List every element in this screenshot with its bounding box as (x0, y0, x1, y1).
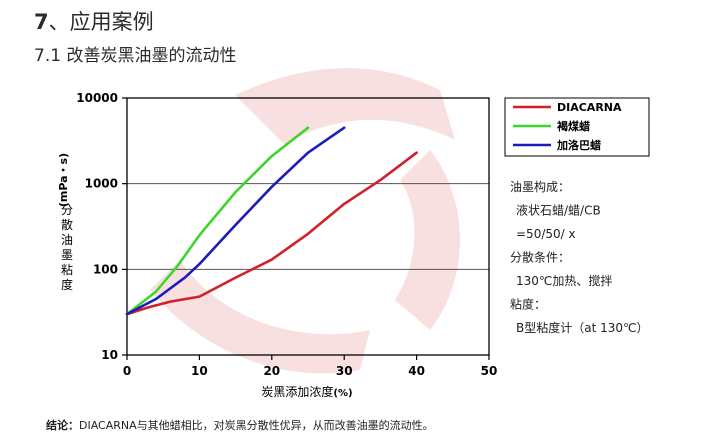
section-title: 、应用案例 (48, 10, 154, 34)
watermark-shape-3 (150, 260, 370, 374)
x-axis-label-unit: (%) (333, 388, 352, 399)
section-heading: 7、应用案例 (34, 6, 154, 36)
ticks: 0 10 20 30 40 50 10 100 1000 10000 (76, 91, 497, 378)
y-axis-label-char: 散 (61, 217, 73, 232)
watermark-shape-1 (235, 68, 455, 145)
x-tick-label-20: 20 (263, 364, 280, 378)
note-line-2: 液状石蜡/蜡/CB (516, 203, 601, 218)
y-axis-label-char: 分 (61, 203, 73, 217)
y-axis-label-unit: (mPa・s) (57, 153, 70, 207)
section-number: 7 (34, 10, 49, 34)
notes: 油墨构成： 液状石蜡/蜡/CB =50/50/ x 分散条件： 130℃加热、搅拌粘度：… (510, 179, 649, 335)
x-tick-label-50: 50 (481, 364, 498, 378)
note-line-7: B型粘度计（at 130℃） (516, 320, 649, 335)
watermark-shape-2 (395, 150, 460, 330)
x-axis-label-main: 炭黑添加浓度 (261, 384, 333, 399)
y-tick-label-10: 10 (101, 348, 118, 362)
legend-label-2: 褐煤蜡 (556, 119, 590, 133)
series-line-3 (125, 126, 346, 316)
note-line-1: 油墨构成： (510, 179, 570, 194)
y-axis-label-char: 油 (61, 233, 73, 247)
conclusion-text: DIACARNA与其他蜡相比，对炭黑分散性优异，从而改善油墨的流动性。 (79, 419, 434, 432)
y-tick-label-10000: 10000 (76, 91, 118, 105)
x-axis-label: 炭黑添加浓度(%) (261, 384, 352, 399)
y-axis-label-char: 墨 (61, 248, 73, 262)
legend-label-1: DIACARNA (557, 101, 622, 114)
y-tick-label-100: 100 (93, 262, 118, 276)
y-axis-label-char: 粘 (61, 262, 73, 277)
x-tick-label-10: 10 (191, 364, 208, 378)
series-line-2 (125, 126, 310, 316)
x-tick-label-30: 30 (336, 364, 353, 378)
y-tick-label-1000: 1000 (85, 177, 118, 191)
conclusion: 结论：DIACARNA与其他蜡相比，对炭黑分散性优异，从而改善油墨的流动性。 (46, 417, 434, 433)
subsection-heading: 7.1 改善炭黑油墨的流动性 (34, 46, 237, 66)
note-line-6: 粘度： (510, 297, 546, 312)
grid (127, 183, 489, 270)
legend-label-3: 加洛巴蜡 (556, 138, 601, 152)
x-tick-label-0: 0 (123, 364, 131, 378)
conclusion-label: 结论： (46, 419, 79, 432)
plot-frame (126, 97, 490, 356)
note-line-4: 分散条件： (510, 250, 570, 265)
note-line-3: =50/50/ x (516, 227, 576, 241)
watermark (150, 68, 460, 374)
note-line-5: 130℃加热、搅拌 (516, 273, 612, 288)
y-axis-label-char: 度 (61, 277, 73, 292)
series (125, 126, 418, 316)
x-tick-label-40: 40 (408, 364, 425, 378)
series-line-1 (125, 151, 418, 316)
